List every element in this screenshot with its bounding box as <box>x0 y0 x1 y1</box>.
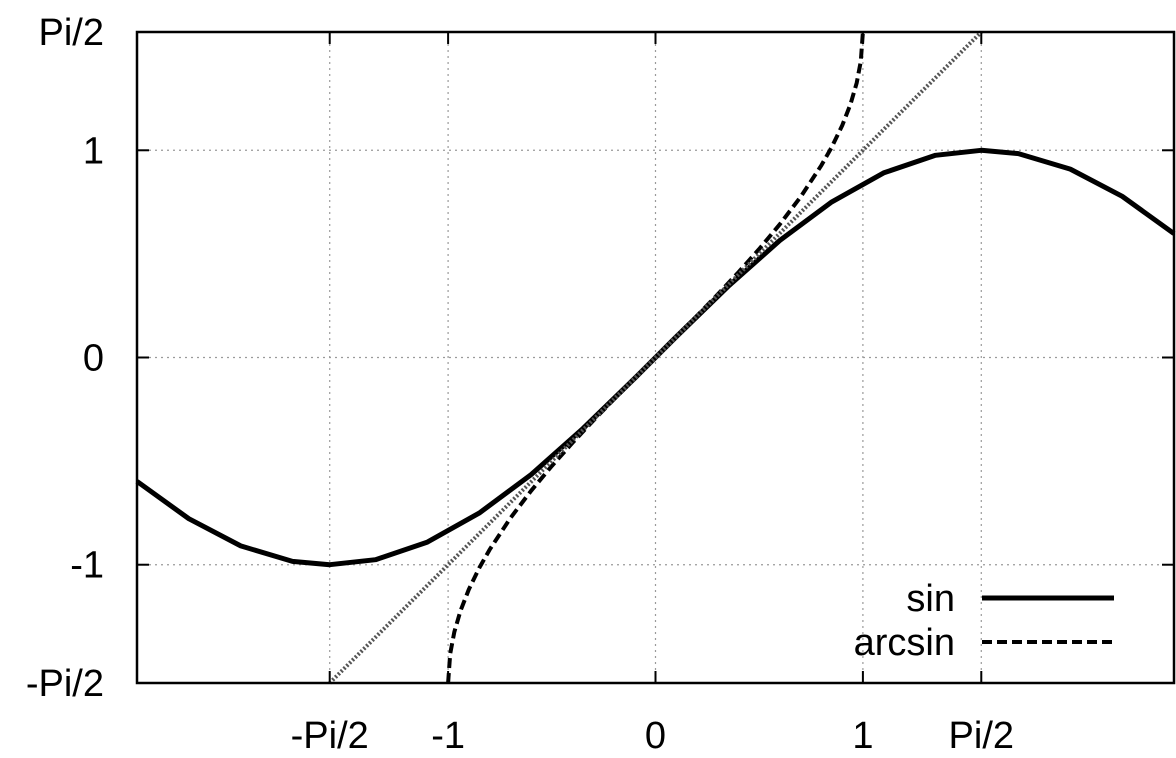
x-tick-label-4: Pi/2 <box>949 715 1014 757</box>
y-tick-label-1: 1 <box>83 130 104 172</box>
series-line-series-2 <box>328 30 983 685</box>
legend-label-arcsin: arcsin <box>854 622 955 664</box>
x-tick-label-0: -Pi/2 <box>291 715 369 757</box>
x-tick-label-1: -1 <box>431 715 465 757</box>
legend-label-sin: sin <box>906 578 955 620</box>
x-tick-label-3: 1 <box>852 715 873 757</box>
plot-curves <box>135 30 1176 685</box>
y-tick-label-0: Pi/2 <box>39 12 104 54</box>
x-tick-label-2: 0 <box>645 715 666 757</box>
tick-labels: -Pi/2 -1 0 1 Pi/2 Pi/2 1 0 -1 -Pi/2 <box>26 12 1174 757</box>
y-tick-label-4: -Pi/2 <box>26 663 104 705</box>
y-tick-label-3: -1 <box>70 545 104 587</box>
y-tick-label-2: 0 <box>83 338 104 380</box>
